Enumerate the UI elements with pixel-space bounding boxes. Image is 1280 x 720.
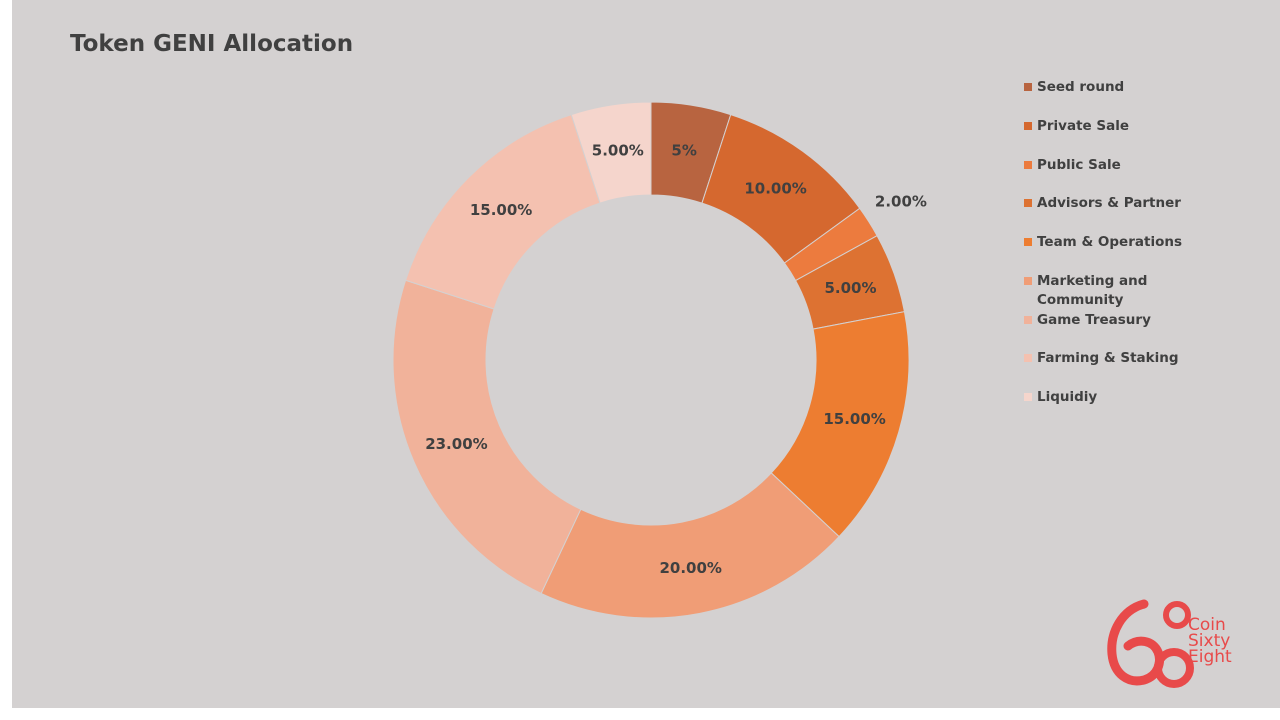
donut-chart: 5% 10.00% 2.00% 5.00% 15.00% 20.00% 23.00% 15.0… bbox=[392, 101, 927, 619]
legend-label: Public Sale bbox=[1037, 157, 1121, 173]
slice-data-label-7: 23.00% bbox=[425, 435, 487, 453]
slice-data-label-6: 20.00% bbox=[659, 559, 721, 577]
coin-sixty-eight-logo-icon bbox=[1107, 599, 1194, 688]
slice-data-label-5: 15.00% bbox=[823, 410, 885, 428]
legend-swatch bbox=[1024, 83, 1032, 91]
slice-data-label-9: 5.00% bbox=[592, 142, 644, 160]
slide-background: Token GENI Allocation 5% 10.00% 2.00% 5.00%… bbox=[12, 0, 1280, 708]
slice-data-label-2: 10.00% bbox=[744, 179, 806, 197]
legend-swatch bbox=[1024, 316, 1032, 324]
chart-title: Token GENI Allocation bbox=[70, 31, 354, 57]
legend-label: Marketing and Community bbox=[1037, 273, 1148, 308]
legend-swatch bbox=[1024, 277, 1032, 285]
donut-slice-6 bbox=[540, 472, 840, 619]
logo-line-1: Coin bbox=[1188, 615, 1226, 635]
legend-label: Farming & Staking bbox=[1037, 350, 1179, 366]
donut-slice-7 bbox=[392, 279, 582, 595]
legend-swatch bbox=[1024, 354, 1032, 362]
logo-line-2: Sixty bbox=[1188, 631, 1231, 651]
legend-swatch bbox=[1024, 122, 1032, 130]
logo-line-3: Eight bbox=[1188, 647, 1232, 667]
legend-label: Seed round bbox=[1037, 79, 1125, 95]
slice-data-label-4: 5.00% bbox=[824, 279, 876, 297]
legend-swatch bbox=[1024, 161, 1032, 169]
slice-data-label-8: 15.00% bbox=[470, 201, 532, 219]
donut-slice-9 bbox=[570, 101, 652, 204]
legend-label: Liquidiy bbox=[1037, 389, 1098, 405]
legend-swatch bbox=[1024, 393, 1032, 401]
legend-swatch bbox=[1024, 199, 1032, 207]
legend-label: Team & Operations bbox=[1037, 234, 1182, 250]
legend-swatch bbox=[1024, 238, 1032, 246]
legend-label: Advisors & Partner bbox=[1037, 195, 1181, 211]
legend-label: Private Sale bbox=[1037, 118, 1130, 134]
slice-data-label-1: 5% bbox=[671, 142, 696, 160]
logo-text: Coin Sixty Eight bbox=[1188, 615, 1232, 667]
legend-label: Game Treasury bbox=[1037, 312, 1151, 328]
slice-data-label-3: 2.00% bbox=[875, 192, 927, 210]
